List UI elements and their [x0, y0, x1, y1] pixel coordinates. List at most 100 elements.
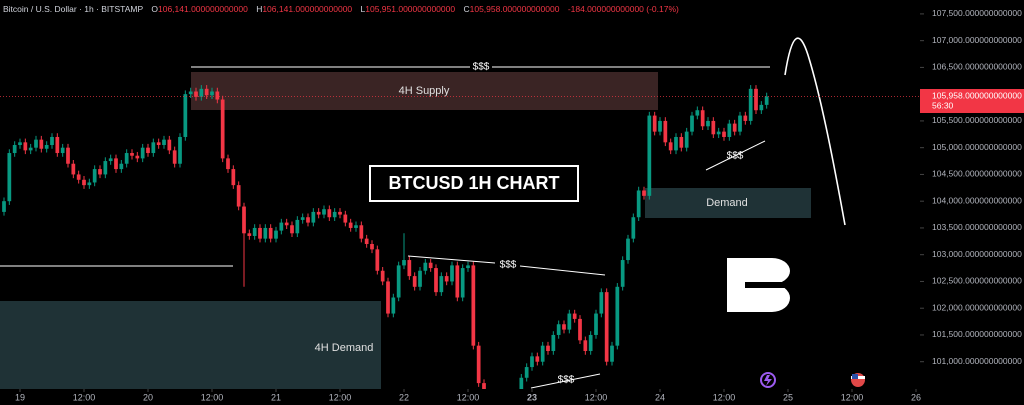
candle-body — [151, 142, 156, 154]
candle-body — [588, 334, 593, 352]
candle-body — [642, 190, 646, 196]
candle-body — [423, 262, 428, 271]
candle-body — [695, 110, 700, 116]
candle-body — [268, 227, 273, 239]
header-text: H — [256, 4, 262, 14]
candle-body — [252, 227, 257, 236]
candle-body — [530, 356, 534, 368]
y-tick-label: 107,500.000000000000 — [932, 8, 1022, 18]
candle-body — [146, 147, 150, 154]
x-tick-label: 12:00 — [201, 392, 224, 402]
liquidity-line — [705, 140, 766, 171]
candle-body — [444, 276, 449, 282]
candle-body — [322, 209, 326, 215]
candle-body — [87, 182, 92, 186]
candle-body — [55, 136, 60, 154]
liquidity-label: $$$ — [500, 260, 517, 271]
candle-body — [626, 238, 630, 261]
candle-body — [76, 174, 81, 180]
candle-body — [114, 158, 118, 170]
candle-body — [716, 131, 721, 135]
demand-zone — [645, 188, 811, 218]
candle-body — [556, 324, 561, 335]
candle-body — [44, 145, 49, 149]
candle-body — [50, 136, 54, 146]
liquidity-line — [519, 265, 606, 276]
candle-body — [450, 265, 454, 282]
y-tick-label: 105,000.000000000000 — [932, 142, 1022, 152]
y-tick-label: 105,500.000000000000 — [932, 115, 1022, 125]
y-tick-label: 102,500.000000000000 — [932, 276, 1022, 286]
candle-body — [370, 243, 374, 250]
candle-body — [418, 270, 422, 287]
y-tick-label: 106,500.000000000000 — [932, 62, 1022, 72]
candle-body — [263, 227, 268, 239]
candle-body — [247, 233, 252, 236]
candle-body — [300, 217, 305, 220]
candle-body — [2, 201, 6, 212]
header-text: 106,141.000000000000 — [262, 4, 352, 14]
candle-body — [604, 292, 609, 362]
candle-body — [98, 169, 102, 175]
price-label: 105,958.000000000000 — [932, 90, 1022, 100]
candle-body — [759, 104, 764, 111]
candle-body — [562, 324, 566, 330]
header-text: L — [361, 4, 366, 14]
candle-body — [396, 265, 401, 298]
candle-body — [700, 110, 705, 127]
candle-body — [407, 260, 412, 277]
candle-body — [551, 334, 556, 352]
candle-body — [279, 222, 284, 231]
candle-body — [583, 340, 588, 352]
candle-body — [572, 313, 577, 319]
candle-body — [476, 345, 481, 384]
candle-body — [391, 297, 396, 314]
header-text: O — [151, 4, 158, 14]
header: Bitcoin / U.S. Dollar · 1h · BITSTAMP O1… — [3, 4, 679, 14]
x-tick-label: 19 — [15, 392, 25, 402]
countdown: 56:30 — [932, 100, 954, 110]
candle-body — [28, 147, 33, 151]
candle-body — [722, 131, 726, 137]
candle-body — [204, 88, 209, 96]
candle-body — [546, 345, 550, 352]
price-axis: 107,500.000000000000 107,000.000000000000… — [920, 8, 1022, 366]
event-icon[interactable] — [760, 372, 776, 388]
chart-title: BTCUSD 1H CHART — [389, 173, 560, 193]
candle-body — [338, 211, 342, 215]
x-tick-label: 12:00 — [329, 392, 352, 402]
y-tick-label: 103,500.000000000000 — [932, 222, 1022, 232]
y-tick-label: 101,500.000000000000 — [932, 329, 1022, 339]
candle-body — [524, 367, 529, 378]
candle-body — [727, 123, 732, 137]
annotation-lines — [0, 37, 846, 389]
candle-body — [162, 139, 166, 146]
candle-body — [482, 383, 486, 389]
y-tick-label: 107,000.000000000000 — [932, 35, 1022, 45]
candle-body — [375, 249, 380, 271]
flag-canton — [852, 374, 858, 379]
y-tick-label: 104,000.000000000000 — [932, 195, 1022, 205]
candle-body — [7, 153, 12, 202]
candle-body — [119, 163, 124, 170]
candle-body — [199, 88, 204, 97]
candle-body — [172, 150, 177, 164]
y-tick-label: 104,500.000000000000 — [932, 169, 1022, 179]
candle-body — [620, 260, 625, 287]
y-tick-label: 103,000.000000000000 — [932, 249, 1022, 259]
liquidity-label: $$$ — [727, 151, 744, 162]
candle-body — [236, 185, 241, 207]
header-text: C — [463, 4, 469, 14]
candle-body — [18, 142, 22, 146]
candle-body — [156, 142, 161, 146]
candle-body — [274, 230, 278, 239]
candle-body — [540, 345, 545, 362]
x-tick-label: 12:00 — [73, 392, 96, 402]
candles — [2, 85, 769, 389]
supply-label: 4H Supply — [399, 85, 450, 97]
candle-body — [295, 219, 300, 234]
candle-body — [364, 238, 369, 244]
candle-body — [226, 158, 230, 170]
candle-body — [711, 120, 716, 135]
